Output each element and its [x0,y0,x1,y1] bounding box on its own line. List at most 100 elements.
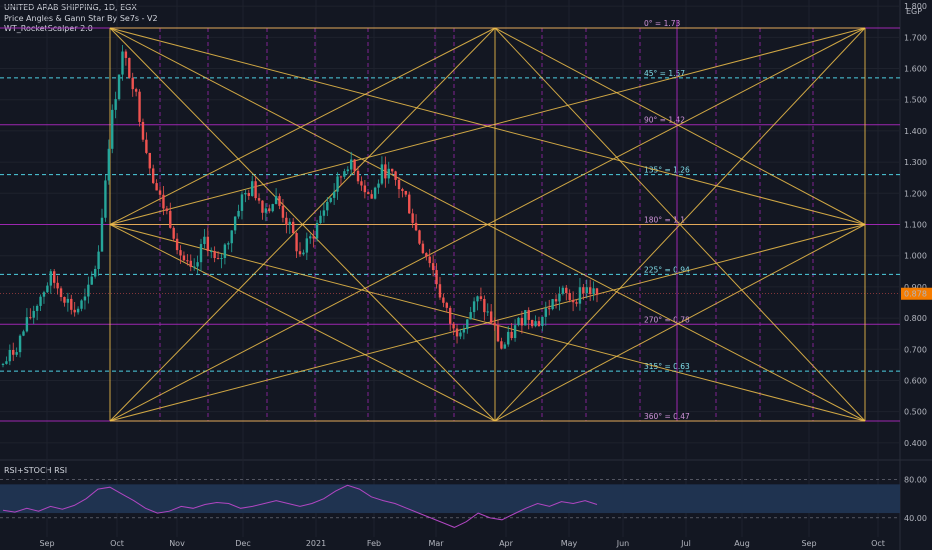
candle-body [592,288,595,295]
candle-body [148,152,151,169]
candle-body [158,190,162,195]
candle-body [319,215,322,224]
y-tick-label: 1.400 [904,127,927,136]
indicator-gann-star[interactable]: Price Angles & Gann Star By Se7s - V2 [4,13,158,23]
time-axis[interactable]: Sep Oct Nov Dec 2021 Feb Mar Apr May Jun Jul Aug Sep… [39,539,884,548]
candle-body [111,109,114,149]
candle-body [189,260,192,267]
candle-body [15,352,18,355]
candle-body [421,243,425,254]
candle-body [210,251,213,253]
x-tick-label: Aug [734,539,750,548]
candle-body [510,331,513,339]
candle-body [288,221,291,225]
candle-body [350,159,353,170]
candle-body [22,331,25,336]
candle-body [93,268,97,277]
candle-body [182,255,186,261]
candle-body [230,230,233,244]
candle-body [390,168,394,172]
candle-body [445,302,448,308]
candle-body [42,292,46,297]
y-tick-label: 0.600 [904,376,927,385]
candle-body [257,198,261,201]
candle-body [152,168,155,184]
candle-body [46,285,49,293]
candle-body [595,288,599,295]
candle-body [339,176,343,178]
gann-star-line [494,27,866,225]
gann-level-label: 45° = 1.57 [644,69,685,78]
candle-body [588,287,592,295]
candle-body [394,171,397,180]
x-tick-label: Jun [616,539,630,548]
candle-body [233,216,237,231]
candle-body [302,252,305,255]
candle-body [315,223,319,239]
x-tick-label: Jul [680,539,691,548]
y-tick-label: 0.400 [904,439,927,448]
last-price-tag [901,287,932,300]
candle-body [56,282,59,289]
y-tick-label: 1.500 [904,96,927,105]
candle-body [104,180,107,218]
price-axis[interactable]: 1.800 1.700 1.600 1.500 1.400 1.300 1.200 1.100… [901,2,932,448]
gann-star-line [109,27,866,225]
candle-body [138,91,141,122]
candle-body [561,287,565,294]
candle-body [411,213,414,223]
candle-body [479,296,483,300]
candle-body [438,284,442,298]
candle-body [534,321,537,327]
candle-body [199,244,203,263]
candlestick-series [0,44,900,368]
candle-body [196,262,199,267]
candle-body [377,183,380,188]
y-tick-label: 1.600 [904,65,927,74]
candle-body [261,200,264,213]
candle-body [370,194,373,199]
candle-body [517,317,520,326]
candle-body [100,217,104,252]
candle-body [418,230,421,244]
candle-body [489,311,493,323]
candle-body [87,284,90,297]
candle-body [63,297,66,303]
candle-body [145,139,148,153]
candle-body [76,308,80,313]
candle-body [165,208,169,211]
candle-body [237,210,240,217]
candle-body [271,204,274,212]
candle-body [575,302,578,304]
y-tick-label: 1.800 [904,2,927,11]
candle-body [186,260,189,262]
x-tick-label: Oct [871,539,885,548]
candle-body [401,189,404,191]
candle-body [124,51,128,58]
candle-body [486,311,489,313]
candle-body [281,205,285,218]
gann-level-label: 180° = 1.1 [644,216,685,225]
symbol-title[interactable]: UNITED ARAB SHIPPING, 1D, EGX [4,3,137,12]
candle-body [582,287,585,294]
candle-body [131,77,134,90]
candle-body [155,183,158,191]
candle-body [90,276,93,285]
candle-body [363,185,367,193]
y-tick-label: 1.300 [904,158,927,167]
candle-body [216,258,220,260]
candle-body [53,271,56,283]
candle-body [455,328,459,337]
rsi-pane-title[interactable]: RSI+STOCH RSI [4,466,68,475]
x-tick-label: Nov [169,539,185,548]
gann-level-label: 270° = 0.78 [644,315,690,324]
candle-body [524,310,527,326]
candle-body [223,244,227,259]
x-tick-label: Sep [39,539,54,548]
y-tick-label: 0.900 [904,283,927,292]
y-tick-label: 1.700 [904,33,927,42]
candle-body [66,298,70,303]
candle-body [107,148,111,181]
candle-body [240,194,244,211]
